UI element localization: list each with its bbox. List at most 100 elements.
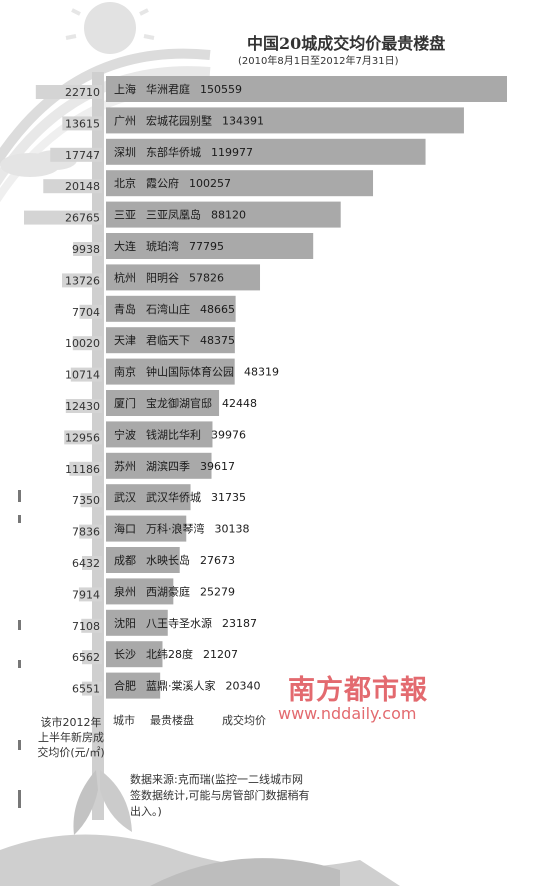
bar-row: 11186 苏州 湖滨四季 39617	[65, 452, 235, 479]
avg-price-bar	[64, 430, 102, 445]
bar-row: 26765 三亚 三亚凤凰岛 88120	[24, 201, 341, 228]
bar-value: 57826	[189, 271, 224, 284]
avg-price-label: 7704	[72, 306, 100, 319]
bar-city: 北京	[114, 176, 136, 190]
bar-city: 南京	[114, 365, 136, 379]
bar-value: 150559	[200, 83, 242, 96]
price-bar	[106, 484, 191, 511]
bar-city: 三亚	[114, 209, 136, 222]
price-bar	[106, 672, 161, 699]
bar-project: 阳明谷	[146, 271, 179, 284]
avg-price-bar	[69, 461, 102, 476]
bar-value: 119977	[211, 146, 253, 159]
brand-url: www.nddaily.com	[278, 704, 417, 723]
bar-label: 深圳 东部华侨城 119977	[114, 145, 253, 159]
price-bar	[106, 547, 180, 573]
bar-value: 48375	[200, 334, 235, 347]
bar-row: 7914 泉州 西湖豪庭 25279	[72, 578, 235, 605]
avg-price-label: 20148	[65, 180, 100, 193]
bar-city: 苏州	[114, 460, 136, 473]
avg-price-bar	[65, 399, 102, 413]
bar-label: 成都 水映长岛 27673	[114, 553, 235, 567]
bar-label: 天津 君临天下 48375	[114, 333, 235, 347]
bar-city: 上海	[114, 82, 136, 96]
bar-value: 88120	[211, 209, 246, 222]
bar-city: 长沙	[114, 648, 136, 661]
bar-value: 39976	[211, 428, 246, 441]
price-bar	[106, 515, 187, 542]
bar-city: 合肥	[114, 679, 136, 693]
bar-value: 23187	[222, 617, 257, 630]
bar-row: 10020 天津 君临天下 48375	[65, 327, 235, 354]
avg-price-bar	[72, 336, 102, 351]
bar-value: 48665	[200, 303, 235, 316]
avg-price-bar	[73, 242, 102, 256]
bar-city: 厦门	[114, 396, 136, 410]
bar-label: 杭州 阳明谷 57826	[114, 270, 224, 284]
bar-label: 三亚 三亚凤凰岛 88120	[114, 208, 246, 222]
bar-row: 22710 上海 华洲君庭 150559	[35, 76, 507, 102]
bar-city: 武汉	[114, 491, 136, 504]
chart-title: 中国20城成交均价最贵楼盘	[247, 34, 446, 53]
bar-value: 30138	[215, 523, 250, 536]
bar-project: 宏城花园别墅	[146, 113, 212, 127]
avg-price-bar	[82, 650, 102, 665]
avg-price-label: 22710	[65, 86, 100, 99]
bar-city: 海口	[114, 522, 136, 536]
avg-price-bar	[70, 367, 102, 382]
bar-city: 青岛	[114, 302, 136, 316]
bar-value: 20340	[226, 680, 261, 693]
bar-value: 134391	[222, 114, 264, 127]
bar-label: 厦门 宝龙御湖官邸 42448	[114, 396, 257, 410]
brand-logo: 南方都市報	[288, 675, 428, 706]
bar-label: 沈阳 八王寺圣水源 23187	[114, 616, 257, 630]
price-bar	[106, 358, 235, 385]
bar-city: 大连	[114, 239, 136, 253]
price-bar	[106, 327, 235, 354]
avg-price-bar	[79, 524, 102, 539]
bar-project: 三亚凤凰岛	[146, 208, 201, 222]
price-bar	[106, 138, 426, 165]
avg-price-bar	[82, 681, 102, 696]
ground-hills	[0, 834, 400, 886]
bar-row: 6551 合肥 蓝鼎·棠溪人家 20340	[72, 672, 261, 699]
price-bar	[106, 170, 374, 197]
avg-price-label: 7108	[72, 620, 100, 633]
bar-project: 湖滨四季	[146, 459, 190, 473]
bar-value: 100257	[189, 177, 231, 190]
avg-price-bar	[43, 179, 102, 194]
bar-project: 西湖豪庭	[146, 584, 190, 598]
side-marks	[18, 490, 21, 808]
avg-price-bar	[80, 493, 102, 508]
bar-row: 13615 广州 宏城花园别墅 134391	[62, 107, 464, 134]
bar-city: 沈阳	[114, 616, 136, 630]
price-bar	[106, 641, 163, 668]
bar-value: 31735	[211, 491, 246, 504]
avg-price-label: 13726	[65, 274, 100, 287]
bar-value: 48319	[244, 366, 279, 379]
bar-value: 39617	[200, 460, 235, 473]
price-bar	[106, 233, 314, 259]
bar-value: 21207	[203, 648, 238, 661]
bar-row: 6432 成都 水映长岛 27673	[72, 547, 235, 573]
price-bar	[106, 295, 236, 322]
price-bar	[106, 421, 213, 448]
bar-city: 泉州	[114, 584, 136, 598]
bar-row: 12430 厦门 宝龙御湖官邸 42448	[65, 390, 257, 416]
bar-label: 北京 霞公府 100257	[114, 176, 231, 190]
data-source-note: 数据来源:克而瑞(监控一二线城市网签数据统计,可能与房管部门数据稍有出入。)	[130, 773, 310, 818]
bar-label: 青岛 石湾山庄 48665	[114, 302, 235, 316]
bar-label: 海口 万科·浪琴湾 30138	[114, 522, 250, 536]
avg-price-header: 该市2012年上半年新房成交均价(元/㎡)	[37, 716, 105, 759]
avg-price-bar	[35, 85, 102, 99]
bar-project: 霞公府	[146, 176, 179, 190]
avg-price-label: 6562	[72, 651, 100, 664]
avg-price-label: 26765	[65, 212, 100, 225]
bar-project: 东部华侨城	[146, 145, 201, 159]
avg-price-label: 11186	[65, 463, 100, 476]
bar-project: 钟山国际体育公园	[146, 365, 234, 379]
price-bar	[106, 201, 341, 228]
city-header: 城市	[113, 714, 135, 727]
bar-project: 君临天下	[146, 333, 190, 347]
bar-city: 成都	[114, 554, 136, 567]
